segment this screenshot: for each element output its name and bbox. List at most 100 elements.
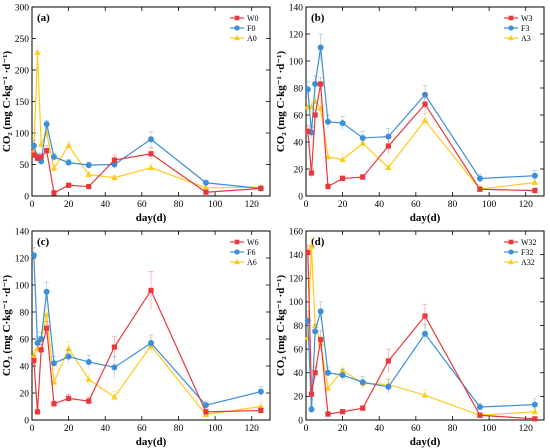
x-tick-label: 100 <box>482 200 497 210</box>
legend-label: A6 <box>247 258 257 267</box>
series-A0 <box>30 45 265 191</box>
x-axis-title: day(d) <box>410 212 441 224</box>
data-point <box>477 412 483 418</box>
y-tick-label: 100 <box>289 298 304 308</box>
data-point <box>65 353 72 360</box>
data-point <box>324 118 331 125</box>
x-tick-label: 100 <box>208 200 223 210</box>
data-point <box>38 154 44 160</box>
data-point <box>111 174 118 181</box>
legend-label: W3 <box>521 14 533 23</box>
data-point <box>305 128 311 134</box>
data-point <box>304 86 311 93</box>
legend-label: A3 <box>521 34 531 43</box>
data-point <box>51 190 57 196</box>
x-tick-label: 0 <box>30 424 35 434</box>
data-point <box>305 249 311 255</box>
y-axis-title: CO₂ (mg C·kg⁻¹ ·d⁻¹) <box>275 275 287 377</box>
x-tick-label: 80 <box>448 424 458 434</box>
x-tick-label: 120 <box>245 424 260 434</box>
x-axis-title: day(d) <box>410 436 441 448</box>
chart-panel-b: 0 20 40 60 80 100 120 0 20 40 60 80 100 120 140 day(d) C… <box>275 3 545 224</box>
legend-marker <box>234 15 240 21</box>
x-tick-label: 40 <box>100 424 110 434</box>
legend-label: W0 <box>247 14 259 23</box>
legend-marker <box>234 239 240 245</box>
legend-marker <box>508 259 514 265</box>
y-tick-label: 100 <box>15 281 30 291</box>
data-point <box>111 157 117 163</box>
legend-label: F0 <box>247 24 255 33</box>
data-point <box>339 156 346 162</box>
data-point <box>421 391 429 398</box>
x-tick-label: 40 <box>374 424 384 434</box>
data-point <box>65 345 72 351</box>
data-point <box>148 287 154 293</box>
x-tick-label: 20 <box>338 424 348 434</box>
data-point <box>422 101 428 107</box>
data-point <box>308 391 315 397</box>
y-tick-label: 0 <box>298 416 303 426</box>
legend-marker <box>234 259 240 265</box>
data-point <box>34 49 41 55</box>
data-point <box>111 364 118 371</box>
y-axis-title: CO₂ (mg C·kg⁻¹ ·d⁻¹) <box>275 51 287 153</box>
x-tick-label: 80 <box>448 200 458 210</box>
data-point <box>43 288 50 295</box>
y-tick-label: 40 <box>294 369 304 379</box>
y-tick-label: 20 <box>294 393 304 403</box>
data-point <box>44 325 50 331</box>
y-tick-label: 250 <box>15 35 30 45</box>
data-point <box>86 183 92 190</box>
data-point <box>202 184 210 191</box>
legend-marker <box>234 25 240 31</box>
y-axis-title: CO₂ (mg C·kg⁻¹ ·d⁻¹) <box>1 51 13 153</box>
y-tick-label: 80 <box>20 308 30 318</box>
series-line <box>33 52 261 189</box>
data-point <box>385 143 391 149</box>
data-point <box>339 367 346 373</box>
data-point <box>532 188 538 194</box>
data-point <box>258 185 264 192</box>
y-tick-label: 60 <box>294 111 304 121</box>
series-F0 <box>30 120 264 192</box>
data-point <box>325 183 331 190</box>
plot-frame <box>31 230 271 421</box>
data-point <box>385 164 392 171</box>
data-point <box>318 81 324 87</box>
x-tick-label: 40 <box>374 200 384 210</box>
x-tick-label: 0 <box>30 200 35 210</box>
data-point <box>85 171 92 177</box>
data-point <box>50 164 58 171</box>
data-point <box>65 142 72 148</box>
data-point <box>312 80 319 87</box>
series-W0 <box>31 145 264 196</box>
data-point <box>202 179 209 186</box>
data-point <box>34 409 41 415</box>
chart-panel-d: 0 20 40 60 80 100 120 0 20 40 60 80 100 120 140 160 day(… <box>275 227 545 448</box>
data-point <box>148 136 154 143</box>
chart-panel-c: 0 20 40 60 80 100 120 0 20 40 60 80 100 120 140 day(d) C… <box>1 227 271 448</box>
series-W6 <box>31 271 264 415</box>
data-point <box>422 313 428 319</box>
legend-label: A32 <box>521 258 535 267</box>
data-point <box>30 351 38 358</box>
x-tick-label: 120 <box>519 424 534 434</box>
series-F6 <box>30 246 264 410</box>
x-tick-label: 80 <box>174 424 184 434</box>
series-W3 <box>305 76 538 194</box>
x-tick-label: 120 <box>245 200 260 210</box>
series-line <box>33 255 261 406</box>
data-point <box>340 409 346 415</box>
data-point <box>111 344 117 350</box>
data-point <box>312 112 318 118</box>
data-point <box>258 407 264 414</box>
y-tick-label: 50 <box>20 161 30 171</box>
y-tick-label: 140 <box>289 3 304 13</box>
x-axis-title: day(d) <box>136 212 167 224</box>
data-point <box>86 398 92 404</box>
y-tick-label: 80 <box>294 322 304 332</box>
x-tick-label: 60 <box>411 200 421 210</box>
legend-marker <box>508 25 514 31</box>
